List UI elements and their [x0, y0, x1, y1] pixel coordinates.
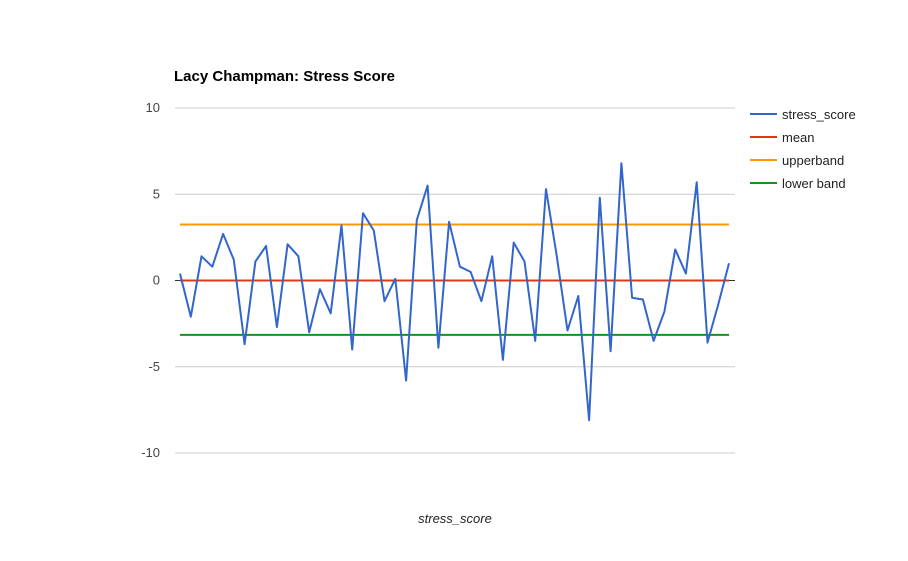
y-axis-ticks: 10 5 0 -5 -10 — [141, 100, 160, 460]
legend-item: mean — [750, 130, 815, 145]
legend-label: mean — [782, 130, 815, 145]
legend-label: upperband — [782, 153, 844, 168]
chart-title: Lacy Champman: Stress Score — [174, 68, 395, 85]
legend-item: stress_score — [750, 107, 856, 122]
legend-item: upperband — [750, 153, 844, 168]
legend-label: lower band — [782, 176, 846, 191]
legend-item: lower band — [750, 176, 846, 191]
legend-label: stress_score — [782, 107, 856, 122]
y-tick-label: -5 — [148, 359, 160, 374]
y-tick-label: 10 — [146, 100, 160, 115]
x-axis-label: stress_score — [418, 511, 492, 526]
y-tick-label: -10 — [141, 445, 160, 460]
data-series — [179, 162, 730, 422]
y-tick-label: 0 — [153, 273, 160, 288]
series-stress_score-line — [179, 162, 730, 422]
y-tick-label: 5 — [153, 186, 160, 201]
